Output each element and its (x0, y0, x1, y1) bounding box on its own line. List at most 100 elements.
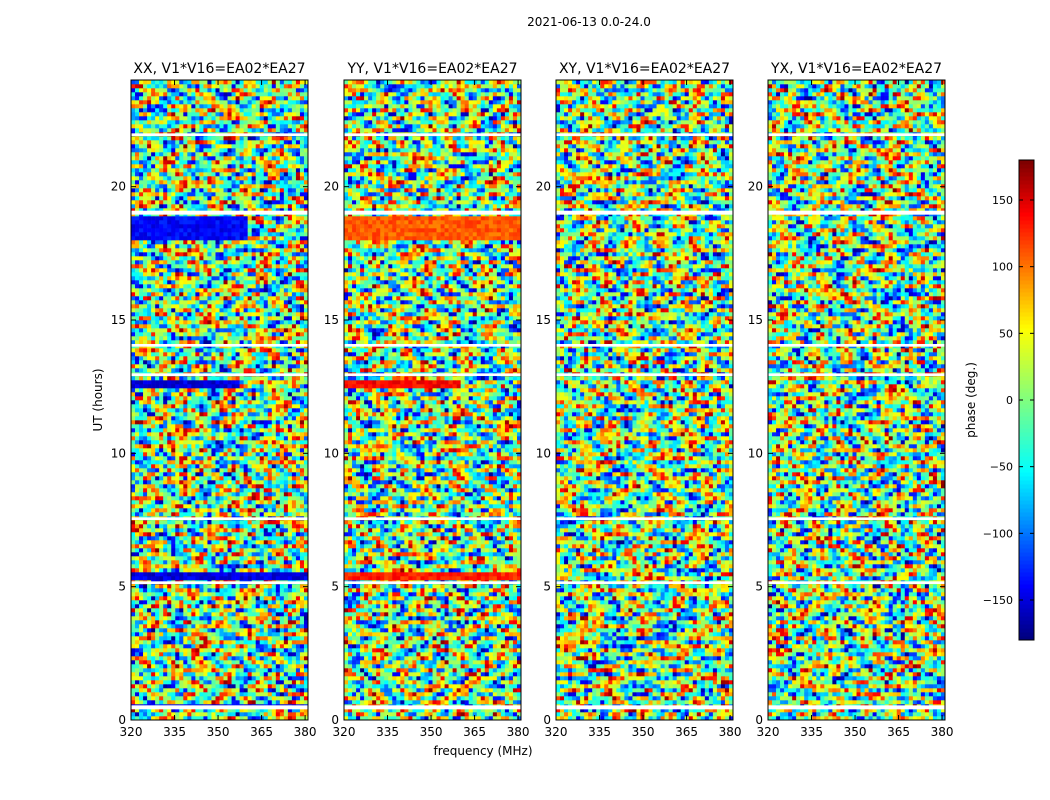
heatmap-cell (207, 684, 212, 689)
heatmap-cell (163, 648, 168, 653)
heatmap-cell (239, 312, 244, 317)
heatmap-cell (187, 368, 192, 373)
heatmap-cell (255, 532, 261, 537)
heatmap-cell (167, 396, 172, 401)
heatmap-cell (163, 508, 168, 513)
heatmap-cell (267, 608, 273, 613)
heatmap-cell (191, 312, 196, 317)
heatmap-cell (155, 492, 160, 497)
heatmap-cell (135, 620, 140, 625)
heatmap-cell (295, 576, 301, 581)
heatmap-cell (255, 360, 261, 365)
heatmap-cell (167, 376, 172, 381)
heatmap-cell (251, 536, 256, 541)
heatmap-cell (183, 564, 188, 569)
heatmap-cell (175, 420, 180, 425)
heatmap-cell (199, 628, 204, 633)
heatmap-cell (167, 544, 172, 549)
heatmap-cell (303, 332, 309, 337)
heatmap-cell (131, 652, 136, 657)
heatmap-cell (279, 604, 285, 609)
heatmap-cell (223, 356, 228, 361)
heatmap-cell (187, 500, 192, 505)
heatmap-cell (263, 376, 269, 381)
heatmap-cell (203, 368, 208, 373)
heatmap-cell (223, 340, 228, 345)
heatmap-cell (143, 500, 148, 505)
heatmap-cell (195, 500, 200, 505)
heatmap-cell (219, 352, 224, 357)
heatmap-cell (191, 628, 196, 633)
heatmap-cell (155, 496, 160, 501)
heatmap-cell (239, 624, 244, 629)
heatmap-cell (287, 664, 293, 669)
heatmap-cell (151, 448, 156, 453)
heatmap-cell (195, 496, 200, 501)
heatmap-cell (187, 688, 192, 693)
heatmap-cell (203, 588, 208, 593)
heatmap-cell (203, 384, 208, 389)
heatmap-cell (167, 524, 172, 529)
heatmap-cell (159, 608, 164, 613)
heatmap-cell (143, 404, 148, 409)
heatmap-cell (227, 692, 232, 697)
heatmap-cell (279, 268, 285, 273)
heatmap-cell (235, 628, 240, 633)
heatmap-cell (159, 536, 164, 541)
heatmap-cell (279, 588, 285, 593)
heatmap-cell (175, 496, 180, 501)
heatmap-cell (207, 640, 212, 645)
heatmap-cell (199, 336, 204, 341)
heatmap-cell (227, 684, 232, 689)
heatmap-cell (195, 504, 200, 509)
heatmap-cell (163, 440, 168, 445)
heatmap-cell (243, 688, 248, 693)
heatmap-cell (147, 488, 152, 493)
heatmap-cell (291, 496, 297, 501)
heatmap-cell (151, 304, 156, 309)
heatmap-cell (187, 616, 192, 621)
heatmap-cell (187, 404, 192, 409)
heatmap-cell (283, 548, 289, 553)
heatmap-cell (171, 292, 176, 297)
heatmap-cell (203, 504, 208, 509)
heatmap-cell (135, 592, 140, 597)
heatmap-cell (139, 684, 144, 689)
heatmap-cell (235, 324, 240, 329)
heatmap-cell (275, 396, 281, 401)
heatmap-cell (167, 480, 172, 485)
heatmap-cell (219, 448, 224, 453)
heatmap-cell (171, 444, 176, 449)
heatmap-cell (247, 688, 252, 693)
heatmap-cell (247, 520, 252, 525)
heatmap-cell (215, 596, 220, 601)
heatmap-cell (203, 544, 208, 549)
heatmap-cell (175, 556, 180, 561)
heatmap-cell (243, 324, 248, 329)
heatmap-cell (279, 556, 285, 561)
heatmap-cell (175, 404, 180, 409)
heatmap-cell (279, 392, 285, 397)
heatmap-cell (139, 664, 144, 669)
heatmap-cell (287, 360, 293, 365)
heatmap-cell (195, 596, 200, 601)
heatmap-cell (283, 448, 289, 453)
heatmap-cell (275, 672, 281, 677)
heatmap-cell (203, 464, 208, 469)
heatmap-cell (215, 552, 220, 557)
heatmap-cell (175, 264, 180, 269)
heatmap-cell (159, 556, 164, 561)
heatmap-cell (251, 676, 256, 681)
heatmap-cell (195, 664, 200, 669)
heatmap-cell (303, 644, 309, 649)
heatmap-cell (159, 544, 164, 549)
heatmap-cell (191, 608, 196, 613)
heatmap-cell (251, 568, 256, 573)
heatmap-cell (223, 592, 228, 597)
heatmap-cell (167, 620, 172, 625)
heatmap-cell (143, 588, 148, 593)
heatmap-cell (251, 440, 256, 445)
heatmap-cell (199, 464, 204, 469)
heatmap-cell (299, 392, 305, 397)
